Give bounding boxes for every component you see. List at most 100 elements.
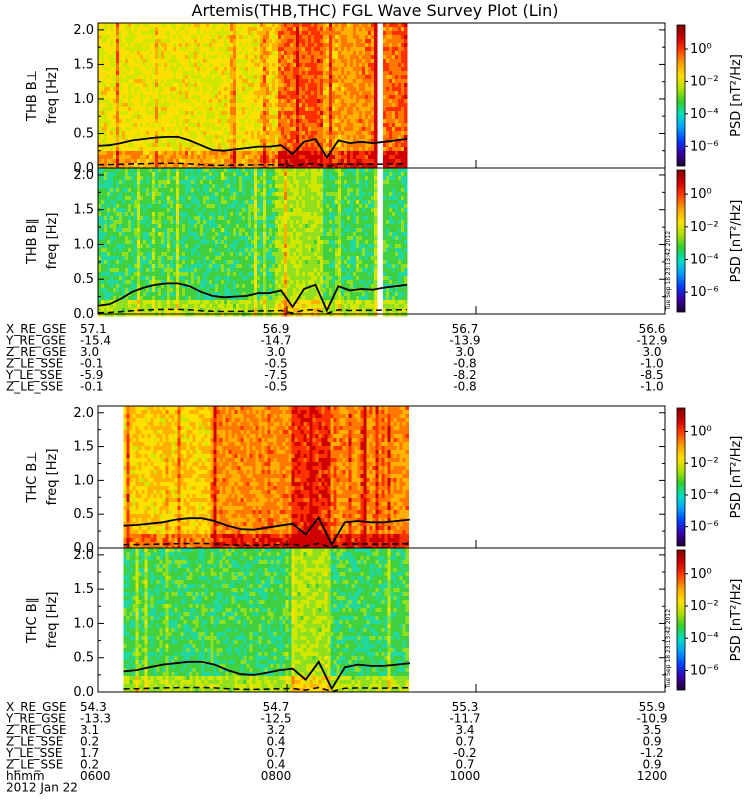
colorbar-label: PSD [nT²/Hz] [729, 436, 744, 519]
ephemeris-value: 0.2 [80, 758, 99, 772]
ephemeris-value: 0.9 [642, 758, 661, 772]
y-axis-label: freq [Hz] [45, 449, 60, 506]
ephemeris-value: 0.7 [455, 735, 474, 749]
ephemeris-value: -0.8 [453, 357, 476, 371]
y-tick-label: 0.5 [73, 651, 94, 666]
colorbar-tick-label: 10⁰ [690, 567, 712, 582]
ephemeris-value: -13.3 [80, 712, 111, 726]
colorbar-tick-label: 10⁻⁴ [690, 631, 719, 646]
y-tick-label: 1.5 [73, 440, 94, 455]
ephemeris-label: Z_LE_SSE [6, 735, 63, 749]
ephemeris-value: 0.4 [266, 758, 285, 772]
ephemeris-value: -0.1 [80, 357, 103, 371]
ephemeris-table: X_RE_GSE 57.1 56.9 56.7 56.6 Y_RE_GSE -15.4 -14… [5, 322, 668, 394]
colorbar-tick-label: 10⁻⁶ [690, 663, 719, 678]
colorbar-label: PSD [nT²/Hz] [729, 200, 744, 283]
ephemeris-value: 0600 [80, 769, 111, 783]
ephemeris-value: 56.6 [639, 322, 666, 336]
panel-label: THC B∥ [25, 597, 40, 644]
colorbar-tick-label: 10⁰ [690, 42, 712, 57]
ephemeris-value: 55.3 [452, 700, 479, 714]
colorbar-tick-label: 10⁻² [690, 599, 719, 614]
ephemeris-date: 2012 Jan 22 [6, 781, 78, 795]
ephemeris-value: -5.9 [80, 368, 103, 382]
oxygen-gyrofrequency-line [97, 308, 408, 315]
panel-label: THB B∥ [25, 218, 40, 265]
y-tick-label: 1.0 [73, 92, 94, 107]
panel-frame [97, 167, 666, 315]
ephemeris-value: -8.5 [640, 368, 663, 382]
gyrofrequency-line [123, 660, 410, 691]
ephemeris-value: -10.9 [636, 712, 667, 726]
ephemeris-label: Y_RE_GSE [5, 334, 66, 348]
panel-label: THC B⊥ [25, 451, 40, 503]
panel-label: THB B⊥ [25, 70, 40, 122]
y-tick-label: 1.0 [73, 237, 94, 252]
y-tick-label: 1.5 [73, 582, 94, 597]
ephemeris-value: -11.7 [449, 712, 480, 726]
spectrogram-panel: 0.0 0.5 1.0 1.5 2.0 THC B⊥ freq [Hz] 10⁰ 10⁻² 10⁻… [25, 405, 744, 556]
ephemeris-value: -0.5 [264, 380, 287, 394]
ephemeris-label: Z_LE_SSE [6, 758, 63, 772]
ephemeris-value: -7.5 [264, 368, 287, 382]
ephemeris-label: X_RE_GSE [6, 322, 67, 336]
colorbar-tick-label: 10⁻⁴ [690, 107, 719, 122]
colorbar-tick-label: 10⁻⁴ [690, 252, 719, 267]
colorbar [676, 407, 686, 547]
colorbar-label: PSD [nT²/Hz] [729, 579, 744, 662]
y-tick-label: 2.0 [73, 168, 94, 183]
ephemeris-value: -1.2 [640, 746, 663, 760]
ephemeris-value: 0.4 [266, 735, 285, 749]
spectrogram-panel: 0.0 0.5 1.0 1.5 2.0 THB B⊥ freq [Hz] 10⁰ 10⁻² 10⁻… [25, 22, 744, 176]
colorbar-tick-label: 10⁰ [690, 424, 712, 439]
gyrofrequency-line [123, 515, 410, 547]
ephemeris-value: 57.1 [80, 322, 107, 336]
ephemeris-value: -1.0 [640, 357, 663, 371]
y-tick-label: 0.5 [73, 507, 94, 522]
ephemeris-value: 1.7 [80, 746, 99, 760]
colorbar-tick-label: 10⁻⁶ [690, 139, 719, 154]
ephemeris-label: X_RE_GSE [6, 700, 67, 714]
spectrogram-cells [98, 23, 408, 172]
ephemeris-value: -12.5 [260, 712, 291, 726]
plot-title: Artemis(THB,THC) FGL Wave Survey Plot (L… [191, 1, 559, 20]
ephemeris-label: Z_RE_GSE [6, 345, 67, 359]
y-tick-label: 0.0 [73, 307, 94, 322]
ephemeris-value: 3.2 [266, 723, 285, 737]
ephemeris-label: Y_LE_SSE [5, 368, 62, 382]
ephemeris-value: -0.1 [80, 380, 103, 394]
spectrogram-cells [98, 168, 408, 317]
ephemeris-value: 0.9 [642, 735, 661, 749]
ephemeris-value: -13.9 [449, 334, 480, 348]
ephemeris-value: 0.2 [80, 735, 99, 749]
ephemeris-value: -0.2 [453, 746, 476, 760]
ephemeris-value: 1000 [450, 769, 481, 783]
ephemeris-value: 3.0 [80, 345, 99, 359]
ephemeris-value: 0.7 [266, 746, 285, 760]
y-tick-label: 2.0 [73, 548, 94, 563]
spectrogram-cells [123, 548, 409, 693]
y-axis-label: freq [Hz] [45, 213, 60, 270]
ephemeris-value: -12.9 [636, 334, 667, 348]
y-tick-label: 0.0 [73, 685, 94, 700]
colorbar-tick-label: 10⁻⁶ [690, 520, 719, 535]
ephemeris-value: -15.4 [80, 334, 111, 348]
ephemeris-value: -0.5 [264, 357, 287, 371]
y-tick-label: 0.5 [73, 272, 94, 287]
colorbar-tick-label: 10⁰ [690, 187, 712, 202]
ephemeris-value: 56.9 [263, 322, 290, 336]
ephemeris-label: Z_LE_SSE [6, 380, 63, 394]
oxygen-gyrofrequency-line [123, 542, 410, 549]
gyrofrequency-line [97, 135, 408, 160]
y-tick-label: 0.0 [73, 161, 94, 176]
ephemeris-value: 3.0 [455, 345, 474, 359]
y-tick-label: 1.0 [73, 616, 94, 631]
oxygen-gyrofrequency-line [123, 686, 410, 693]
colorbar-tick-label: 10⁻⁶ [690, 285, 719, 300]
spectrogram-panel: 0.0 0.5 1.0 1.5 2.0 THB B∥ freq [Hz] 10⁰ 10⁻² 10⁻… [25, 167, 744, 322]
colorbar [676, 169, 686, 313]
ephemeris-value: 3.4 [455, 723, 474, 737]
timestamp-stamp: Tue Sep 18 23:13:42 2012 [665, 231, 672, 311]
ephemeris-label: Z_LE_SSE [6, 357, 63, 371]
gyrofrequency-line [97, 282, 408, 313]
